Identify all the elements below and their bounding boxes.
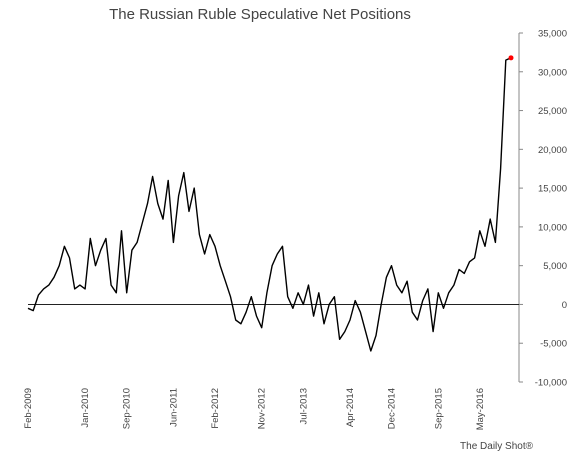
y-tick-label: 15,000 — [538, 184, 567, 195]
x-tick-label: Sep-2015 — [433, 388, 444, 429]
chart-title: The Russian Ruble Speculative Net Positi… — [109, 6, 411, 23]
x-tick-label: Jan-2010 — [80, 388, 91, 428]
x-tick-label: Feb-2009 — [23, 388, 34, 429]
y-tick-label: 25,000 — [538, 106, 567, 117]
x-tick-label: Jul-2013 — [298, 388, 309, 424]
x-tick-label: Dec-2014 — [387, 388, 398, 429]
y-tick-label: 35,000 — [538, 29, 567, 40]
y-tick-label: 10,000 — [538, 222, 567, 233]
x-tick-label: Feb-2012 — [210, 388, 221, 429]
latest-point-marker — [508, 55, 514, 61]
x-tick-label: Apr-2014 — [345, 388, 356, 427]
x-tick-label: Nov-2012 — [257, 388, 268, 429]
y-tick-label: 0 — [562, 300, 567, 311]
y-tick-label: 5,000 — [543, 261, 567, 272]
y-tick-label: 20,000 — [538, 145, 567, 156]
y-tick-label: 30,000 — [538, 67, 567, 78]
x-tick-label: Jun-2011 — [168, 388, 179, 427]
x-tick-label: May-2016 — [475, 388, 486, 430]
credit-text: The Daily Shot® — [460, 441, 533, 452]
y-tick-label: -5,000 — [540, 339, 567, 350]
y-tick-label: -10,000 — [535, 378, 567, 389]
x-tick-label: Sep-2010 — [122, 388, 133, 429]
series-line — [27, 57, 512, 352]
